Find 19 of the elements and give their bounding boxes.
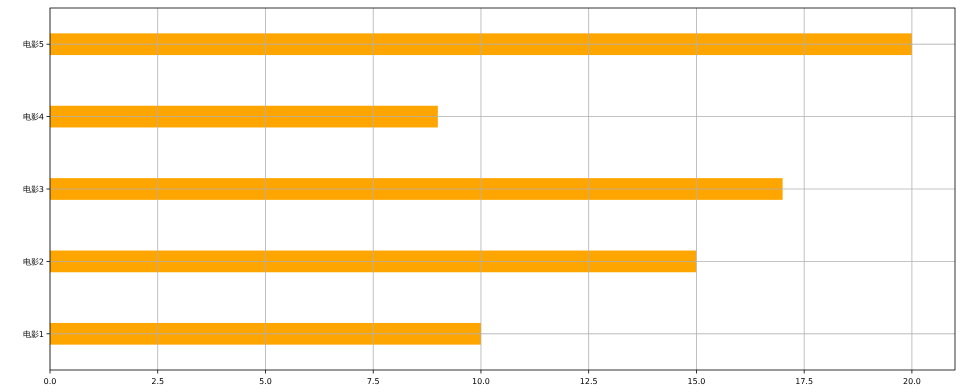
x-tick-label: 0.0 bbox=[44, 377, 56, 386]
x-tick-label: 20.0 bbox=[903, 377, 921, 386]
y-tick-label: 电影1 bbox=[22, 330, 44, 339]
bar bbox=[50, 322, 481, 345]
y-tick-label: 电影3 bbox=[22, 185, 44, 194]
y-tick-label: 电影5 bbox=[22, 40, 44, 50]
x-tick-label: 17.5 bbox=[795, 377, 814, 386]
x-tick-label: 10.0 bbox=[472, 377, 490, 386]
bar bbox=[50, 178, 783, 200]
bar bbox=[50, 106, 438, 128]
bar bbox=[50, 250, 696, 272]
y-tick-label: 电影4 bbox=[22, 112, 44, 122]
x-tick-label: 2.5 bbox=[151, 377, 164, 386]
x-tick-label: 7.5 bbox=[366, 377, 380, 386]
x-tick-label: 15.0 bbox=[688, 377, 706, 386]
y-tick-label: 电影2 bbox=[22, 257, 44, 266]
x-tick-label: 5.0 bbox=[259, 377, 272, 386]
x-tick-label: 12.5 bbox=[580, 377, 598, 386]
bar bbox=[50, 33, 912, 56]
